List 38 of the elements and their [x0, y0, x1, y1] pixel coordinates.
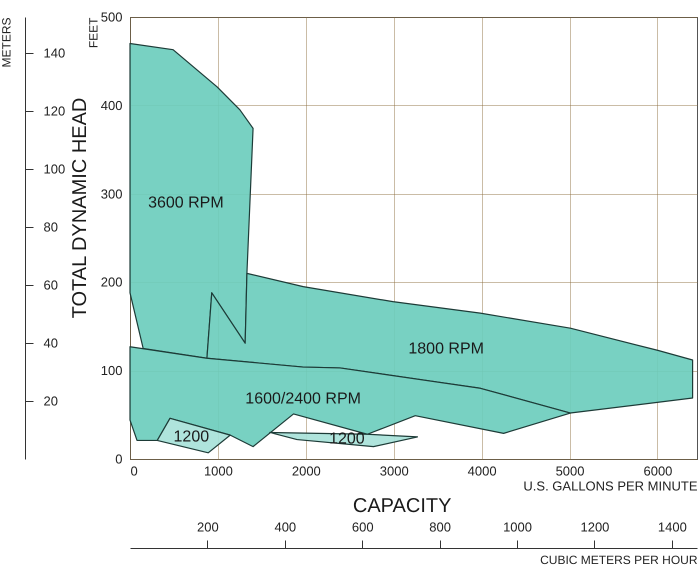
x-tick-label: 2000 — [292, 464, 321, 478]
x-tick-label: 5000 — [556, 464, 584, 478]
x2-tick-label: 600 — [352, 520, 374, 534]
y-tick-label: 100 — [100, 363, 122, 378]
series-label: 1200 — [329, 430, 365, 448]
y-tick-label: 400 — [100, 98, 122, 113]
x-axis-title: U.S. GALLONS PER MINUTE — [523, 478, 698, 494]
series-label: 1800 RPM — [408, 340, 484, 358]
series-label: 1200 — [174, 428, 210, 446]
y2-tick-label: 120 — [44, 103, 66, 118]
series-label: 3600 RPM — [148, 194, 224, 212]
x2-tick-label: 1200 — [580, 520, 610, 534]
x2-tick-label: 1000 — [503, 520, 532, 534]
y2-tick-label: 60 — [44, 277, 58, 292]
series-label: 1600/2400 RPM — [245, 390, 361, 408]
x-tick-label: 0 — [130, 464, 138, 478]
text: CAPACITY — [352, 495, 452, 517]
y2-tick-label: 40 — [44, 335, 58, 350]
x-tick-label: 6000 — [643, 464, 672, 478]
y2-tick-label: 80 — [44, 219, 58, 234]
x2-axis-title: CUBIC METERS PER HOUR — [540, 553, 698, 567]
y2-axis-title: METERS — [0, 18, 14, 68]
y2-tick-label: 100 — [44, 161, 66, 176]
y-tick-label: 500 — [100, 10, 122, 24]
y-tick-label: 0 — [115, 452, 122, 466]
x2-tick-label: 200 — [197, 520, 219, 534]
text: TOTAL DYNAMIC HEAD — [69, 98, 91, 318]
y-tick-label: 200 — [100, 274, 122, 290]
y-tick-label: 300 — [100, 186, 122, 202]
x-tick-label: 4000 — [468, 464, 497, 478]
x-tick-label: 1000 — [204, 464, 233, 478]
x2-tick-label: 400 — [274, 520, 296, 534]
y-axis-title: FEET — [86, 16, 100, 48]
x2-tick-label: 1400 — [658, 520, 687, 534]
x-tick-label: 3000 — [380, 464, 409, 478]
x2-tick-label: 800 — [429, 520, 451, 534]
y2-tick-label: 20 — [44, 393, 58, 408]
y2-tick-label: 140 — [44, 45, 66, 60]
